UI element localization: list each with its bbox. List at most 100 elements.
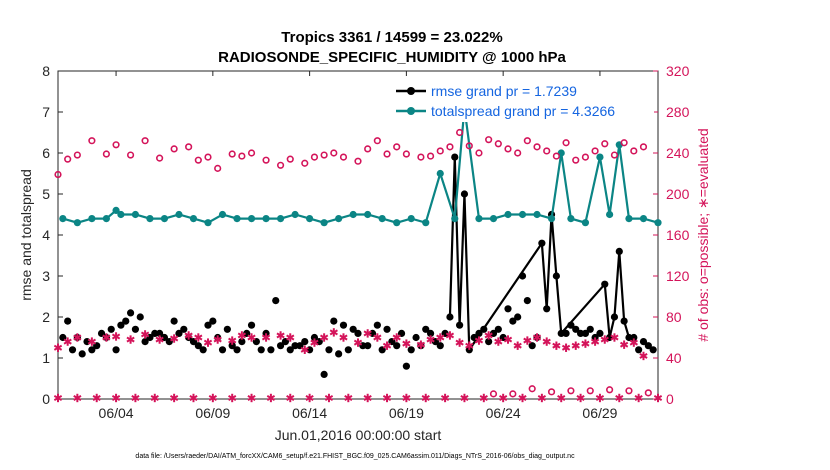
- y-axis-label: rmse and totalspread: [18, 169, 34, 301]
- star-stroke: [436, 334, 445, 341]
- point-totalspread: [160, 215, 169, 223]
- point-totalspread: [306, 215, 314, 223]
- point-rmse_scatter: [175, 329, 183, 337]
- star-stroke: [184, 332, 193, 339]
- point-rmse_scatter: [301, 338, 309, 346]
- point-evaluated: [111, 332, 121, 341]
- point-rmse: [456, 321, 464, 329]
- point-rmse_scatter: [494, 325, 502, 333]
- point-possible: [514, 149, 522, 157]
- point-totalspread: [504, 210, 512, 219]
- star-stroke: [595, 395, 605, 401]
- point-rmse_scatter: [156, 329, 164, 337]
- star-stroke: [228, 337, 237, 344]
- point-rmse_scatter: [412, 333, 420, 342]
- point-possible: [465, 142, 473, 150]
- point-rmse_scatter: [204, 321, 212, 329]
- point-rmse_scatter: [131, 325, 140, 333]
- point-totalspread: [189, 215, 198, 223]
- point-rmse: [538, 239, 546, 247]
- point-evaluated_low: [402, 393, 411, 403]
- point-possible: [446, 143, 454, 151]
- point-totalspread: [533, 210, 541, 219]
- star-stroke: [402, 340, 411, 347]
- star-stroke: [300, 346, 309, 353]
- point-possible: [402, 150, 410, 158]
- point-rmse_scatter: [649, 346, 657, 354]
- point-evaluated_low: [634, 393, 643, 403]
- point-rmse_scatter: [122, 317, 130, 325]
- star-stroke: [465, 342, 474, 349]
- point-totalspread: [73, 219, 81, 227]
- point-rmse_scatter: [393, 342, 401, 350]
- star-stroke: [537, 395, 547, 401]
- star-stroke: [276, 332, 285, 339]
- point-possible: [364, 145, 372, 153]
- point-evaluated: [87, 337, 97, 346]
- point-totalspread: [204, 219, 212, 227]
- point-rmse_scatter: [339, 321, 348, 329]
- point-evaluated_low: [111, 393, 121, 403]
- point-rmse: [543, 305, 551, 313]
- star-stroke: [532, 334, 542, 341]
- point-evaluated: [373, 333, 382, 342]
- star-stroke: [402, 395, 411, 401]
- point-evaluated: [455, 338, 464, 347]
- point-rmse_scatter: [581, 329, 590, 337]
- point-evaluated: [552, 341, 561, 350]
- star-stroke: [503, 336, 513, 343]
- point-rmse: [460, 190, 469, 198]
- point-evaluated: [155, 335, 164, 344]
- y-right-tick-label: 160: [666, 227, 690, 243]
- point-evaluated_low: [150, 393, 159, 403]
- point-evaluated: [600, 335, 609, 344]
- y-right-tick-label: 280: [666, 104, 690, 120]
- point-rmse_scatter: [218, 346, 227, 354]
- point-rmse: [630, 333, 638, 342]
- point-rmse_scatter: [480, 325, 488, 333]
- point-rmse_scatter: [330, 317, 338, 325]
- point-evaluated: [63, 337, 72, 346]
- point-possible: [320, 151, 328, 159]
- point-evaluated_low: [266, 393, 276, 403]
- star-stroke: [518, 395, 527, 401]
- star-stroke: [169, 335, 179, 342]
- point-evaluated: [203, 338, 213, 347]
- star-stroke: [619, 341, 629, 348]
- point-rmse_scatter: [407, 346, 415, 354]
- point-rmse_scatter: [518, 272, 527, 280]
- point-evaluated: [523, 336, 532, 345]
- point-evaluated: [194, 333, 203, 342]
- point-evaluated_low: [479, 393, 488, 403]
- point-rmse: [446, 313, 454, 321]
- y-right-tick-label: 40: [666, 350, 682, 366]
- point-evaluated: [339, 333, 348, 342]
- point-rmse_scatter: [567, 321, 575, 329]
- point-evaluated: [319, 333, 329, 342]
- point-totalspread: [131, 210, 140, 219]
- point-rmse_scatter: [107, 325, 115, 333]
- point-possible: [523, 137, 531, 145]
- point-possible: [533, 143, 541, 151]
- point-evaluated: [426, 335, 435, 344]
- point-totalspread: [112, 206, 120, 214]
- point-evaluated: [184, 331, 193, 340]
- point-rmse_scatter: [194, 342, 202, 350]
- point-rmse_scatter: [509, 317, 517, 325]
- y-tick-label: 6: [42, 145, 50, 161]
- point-rmse_scatter: [223, 325, 231, 333]
- star-stroke: [189, 395, 198, 401]
- star-stroke: [228, 395, 237, 401]
- point-evaluated: [542, 337, 551, 346]
- point-evaluated_low: [576, 393, 585, 403]
- point-evaluated: [261, 333, 271, 342]
- star-stroke: [445, 332, 455, 339]
- star-stroke: [590, 338, 600, 345]
- point-evaluated: [494, 337, 503, 346]
- point-totalspread: [349, 210, 357, 219]
- point-rmse_scatter: [78, 350, 86, 358]
- point-evaluated: [561, 343, 571, 352]
- star-stroke: [73, 334, 82, 341]
- point-rmse_scatter: [180, 325, 188, 333]
- point-totalspread: [146, 215, 154, 223]
